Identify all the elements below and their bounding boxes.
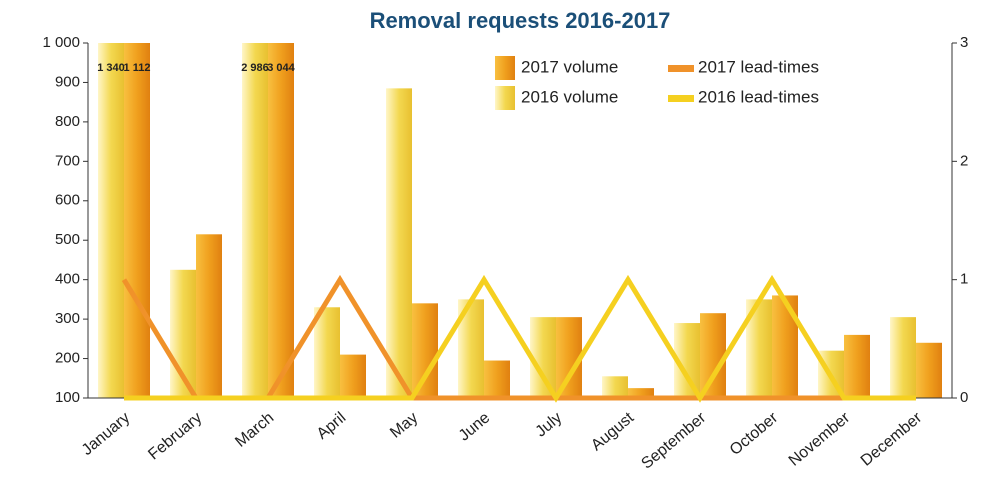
x-tick-label: November <box>786 409 854 470</box>
y-tick-label: 700 <box>55 152 80 169</box>
chart-title: Removal requests 2016-2017 <box>370 8 671 33</box>
x-tick-label: October <box>727 409 782 459</box>
bar <box>700 313 726 398</box>
bar <box>602 376 628 398</box>
legend-label: 2017 volume <box>521 57 618 76</box>
y-tick-label: 800 <box>55 113 80 130</box>
x-tick-label: December <box>858 409 926 470</box>
x-tick-label: September <box>638 409 709 473</box>
y2-tick-label: 1 <box>960 271 968 288</box>
legend-label: 2016 volume <box>521 87 618 106</box>
y-tick-label: 500 <box>55 231 80 248</box>
bar <box>268 43 294 398</box>
legend-label: 2016 lead-times <box>698 87 819 106</box>
legend-swatch <box>495 86 515 110</box>
x-tick-label: July <box>533 409 566 440</box>
line <box>124 274 916 403</box>
x-tick-label: April <box>314 409 349 443</box>
x-tick-label: February <box>145 409 205 463</box>
bar <box>772 295 798 398</box>
bar <box>484 360 510 398</box>
x-tick-label: January <box>79 409 134 459</box>
y-tick-label: 1 000 <box>42 34 80 51</box>
y-tick-label: 200 <box>55 350 80 367</box>
bar <box>242 43 268 399</box>
legend-swatch <box>668 65 694 72</box>
y-tick-label: 900 <box>55 73 80 90</box>
bar <box>556 317 582 398</box>
y-tick-label: 600 <box>55 192 80 209</box>
value-label: 1 112 <box>124 62 151 74</box>
bar <box>412 303 438 398</box>
bar <box>196 234 222 398</box>
bar <box>124 43 150 398</box>
value-label: 3 044 <box>267 62 295 74</box>
legend-label: 2017 lead-times <box>698 57 819 76</box>
y-tick-label: 400 <box>55 271 80 288</box>
y2-tick-label: 3 <box>960 34 968 51</box>
legend-swatch <box>668 95 694 102</box>
y2-tick-label: 0 <box>960 389 968 406</box>
bar <box>530 317 556 398</box>
bar <box>98 43 124 398</box>
bar <box>890 317 916 398</box>
bar <box>340 354 366 398</box>
y-tick-label: 100 <box>55 389 80 406</box>
value-label: 2 986 <box>241 62 269 74</box>
x-tick-label: March <box>232 409 277 451</box>
bar <box>916 342 942 398</box>
bar <box>314 307 340 398</box>
bar <box>844 334 870 398</box>
x-tick-label: August <box>588 409 638 454</box>
x-tick-label: June <box>456 409 494 444</box>
bar <box>386 88 412 398</box>
value-label: 1 340 <box>97 62 125 74</box>
legend-swatch <box>495 56 515 80</box>
plot-area <box>98 43 942 399</box>
y2-tick-label: 2 <box>960 152 968 169</box>
bar <box>628 388 654 398</box>
x-tick-label: May <box>387 409 421 441</box>
y-tick-label: 300 <box>55 310 80 327</box>
